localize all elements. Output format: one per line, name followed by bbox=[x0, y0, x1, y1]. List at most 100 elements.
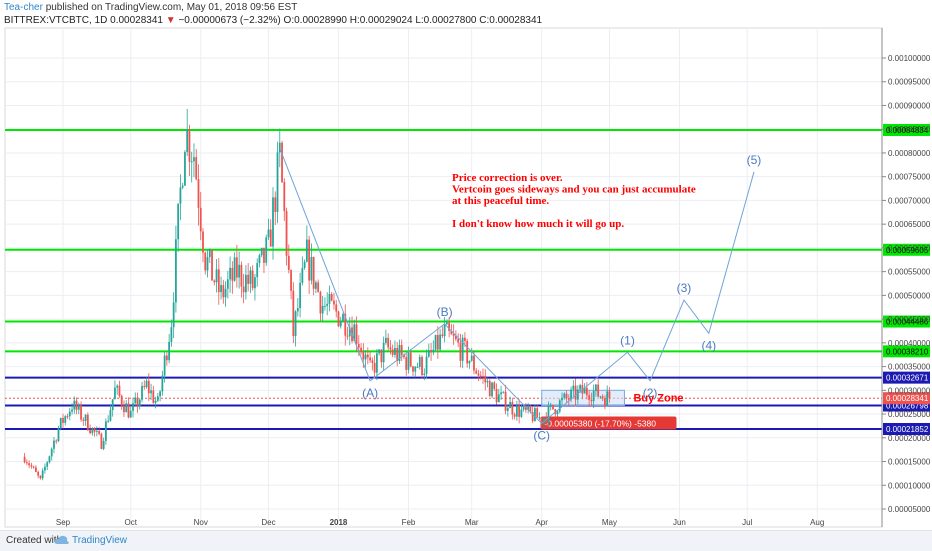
candle-body bbox=[283, 182, 286, 212]
candle-body bbox=[152, 390, 155, 403]
candle-body bbox=[493, 382, 496, 389]
candle-body bbox=[373, 362, 376, 373]
author-link[interactable]: Tea-cher bbox=[4, 2, 43, 13]
blue-level-price-label: 0.00026798 bbox=[886, 402, 929, 411]
candle-body bbox=[312, 257, 315, 289]
candle-body bbox=[37, 471, 40, 476]
candle-body bbox=[48, 456, 51, 463]
candle-body bbox=[197, 179, 200, 208]
price-change: −0.00000673 (−2.32%) bbox=[178, 15, 281, 26]
candle-body bbox=[143, 385, 146, 388]
candle-body bbox=[141, 385, 143, 400]
candle-body bbox=[348, 327, 351, 337]
candle-body bbox=[574, 385, 577, 400]
candle-body bbox=[202, 231, 204, 253]
candle-body bbox=[263, 247, 265, 263]
candle-body bbox=[506, 408, 509, 411]
y-tick-label: 0.00085000 bbox=[888, 125, 931, 134]
wave-label: (5) bbox=[747, 153, 762, 167]
x-tick-label: Aug bbox=[810, 518, 824, 527]
last-price-tag bbox=[883, 392, 930, 405]
candle-body bbox=[46, 462, 49, 467]
candle-body bbox=[118, 385, 121, 396]
candle-body bbox=[80, 405, 82, 420]
candle-body bbox=[116, 385, 119, 388]
candle-body bbox=[229, 267, 231, 280]
candle-body bbox=[211, 249, 213, 281]
candle-body bbox=[59, 417, 62, 429]
candle-body bbox=[385, 337, 387, 343]
candle-body bbox=[321, 305, 324, 314]
tradingview-brand-link[interactable]: TradingView bbox=[72, 535, 128, 546]
candle-body bbox=[68, 411, 71, 417]
buy-zone-label: Buy Zone bbox=[633, 392, 683, 404]
candle-body bbox=[421, 357, 423, 375]
candle-body bbox=[369, 357, 371, 361]
candle-body bbox=[159, 391, 161, 397]
wave-label: (4) bbox=[701, 338, 716, 352]
last-price: 0.00028341 bbox=[110, 15, 163, 26]
candle-body bbox=[215, 269, 218, 283]
y-tick-label: 0.00075000 bbox=[888, 173, 931, 182]
candle-body bbox=[403, 355, 405, 358]
candle-body bbox=[572, 385, 575, 390]
y-tick-label: 0.00055000 bbox=[888, 268, 931, 277]
candle-body bbox=[260, 247, 263, 256]
green-level-price-tag bbox=[883, 123, 930, 136]
candle-body bbox=[305, 239, 308, 262]
candle-body bbox=[249, 270, 252, 284]
candle-body bbox=[375, 353, 378, 373]
green-level-price-label: 0.00084834 bbox=[886, 126, 929, 135]
candle-body bbox=[531, 412, 534, 421]
ohlc-values: O:0.00028990 H:0.00029024 L:0.00027800 C… bbox=[283, 15, 543, 26]
green-level-price-tag bbox=[883, 243, 930, 256]
y-tick-label: 0.00045000 bbox=[888, 315, 931, 324]
candle-body bbox=[333, 300, 335, 305]
candle-body bbox=[213, 280, 216, 283]
candle-body bbox=[344, 314, 347, 336]
candle-body bbox=[303, 261, 306, 269]
x-tick-label: Oct bbox=[125, 518, 138, 527]
candle-body bbox=[547, 405, 550, 423]
candle-body bbox=[190, 161, 193, 163]
candle-body bbox=[98, 430, 101, 434]
candle-body bbox=[193, 157, 195, 162]
candle-body bbox=[86, 414, 89, 431]
candle-body bbox=[339, 320, 342, 327]
candle-body bbox=[62, 417, 64, 423]
candle-body bbox=[552, 404, 554, 410]
candle-body bbox=[502, 391, 505, 393]
candle-body bbox=[50, 448, 53, 457]
candle-body bbox=[391, 349, 394, 355]
candle-body bbox=[432, 349, 435, 353]
candle-body bbox=[378, 349, 381, 354]
wave-label: (C) bbox=[533, 429, 550, 443]
candle-body bbox=[138, 399, 141, 407]
candle-body bbox=[184, 151, 186, 186]
candle-body bbox=[529, 405, 532, 413]
candle-body bbox=[163, 355, 166, 376]
y-tick-label: 0.00005000 bbox=[888, 505, 931, 514]
candle-body bbox=[330, 294, 333, 301]
candle-body bbox=[319, 291, 322, 314]
candle-body bbox=[23, 456, 26, 463]
candle-body bbox=[522, 405, 525, 410]
candle-body bbox=[520, 409, 523, 417]
candle-body bbox=[527, 405, 530, 410]
annotation-line: Price correction is over. bbox=[452, 172, 563, 184]
candle-body bbox=[398, 344, 401, 362]
candle-body bbox=[461, 337, 464, 361]
elliott-wave-drawing: (A) (B) (C) (1) (2) (3) (4) (5) bbox=[279, 148, 762, 443]
candle-body bbox=[57, 428, 60, 442]
candle-body bbox=[495, 388, 498, 403]
candle-body bbox=[39, 475, 42, 479]
price-chart[interactable]: 0.00084834 0.00059605 0.00044486 0.00038210… bbox=[0, 0, 932, 530]
candle-body bbox=[170, 327, 173, 342]
candle-body bbox=[595, 384, 597, 392]
candle-body bbox=[111, 399, 114, 410]
candle-body bbox=[538, 417, 541, 419]
candle-body bbox=[443, 324, 446, 337]
candle-body bbox=[543, 417, 545, 424]
candle-body bbox=[224, 288, 227, 298]
candle-body bbox=[371, 360, 374, 363]
